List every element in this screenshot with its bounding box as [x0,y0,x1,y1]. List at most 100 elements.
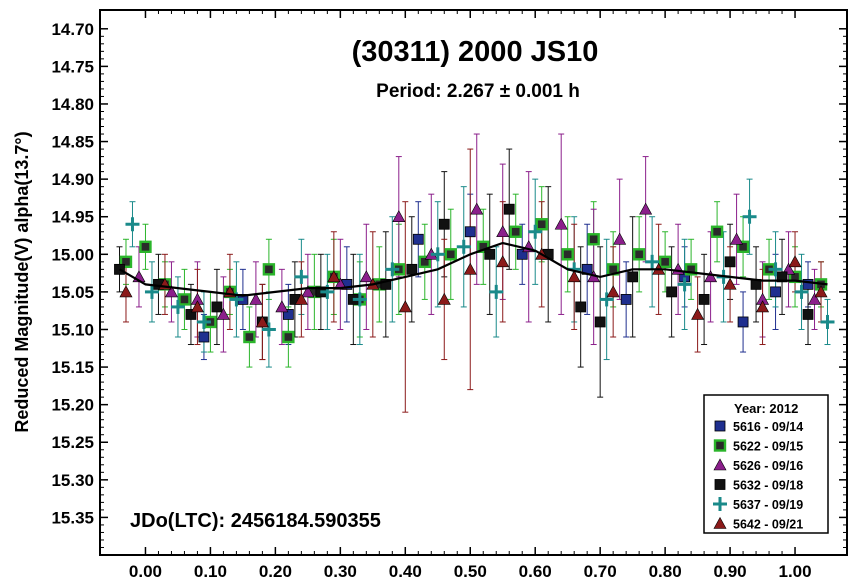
y-tick-label: 15.35 [51,508,94,527]
data-point [211,301,223,313]
data-point [418,255,431,269]
y-axis-label: Reduced Magnitude(V) alpha(13.7°) [12,131,32,432]
data-point [770,286,781,298]
data-point [567,270,581,283]
data-point [119,285,133,298]
data-point [820,314,835,329]
data-point [456,239,471,254]
data-point [516,248,528,260]
y-tick-label: 14.70 [51,20,94,39]
legend-marker [713,516,727,529]
data-point [691,307,705,320]
y-tick-label: 14.80 [51,95,94,114]
data-point [606,285,620,298]
legend-entry: 5637 - 09/19 [713,497,803,512]
x-tick-label: 0.60 [519,562,552,581]
data-point [489,284,504,299]
data-point [243,330,256,344]
data-point [788,255,802,268]
data-point [294,269,309,284]
x-tick-label: 0.50 [454,562,487,581]
y-tick-label: 15.05 [51,283,94,302]
data-point [477,240,490,253]
legend-label: 5632 - 09/18 [733,479,803,493]
data-point [444,248,457,261]
data-point [438,218,450,230]
data-point [198,331,210,343]
data-point [380,278,392,290]
data-point [216,307,230,320]
data-point [301,285,315,298]
y-tick-label: 14.95 [51,208,94,227]
chart-title: (30311) 2000 JS10 [352,36,599,68]
data-point [282,309,294,320]
x-tick-label: 0.10 [194,562,227,581]
y-tick-label: 15.15 [51,358,94,377]
legend-marker [713,497,727,511]
data-point [756,300,770,313]
x-tick-label: 1.00 [778,562,811,581]
data-point [730,232,744,245]
legend-entries: 5616 - 09/14 5622 - 09/15 5626 - 09/16 5632… [713,420,803,532]
legend-label: 5616 - 09/14 [733,420,803,434]
x-tick-label: 0.30 [324,562,357,581]
data-point [736,240,750,253]
data-point [737,316,749,328]
legend-label: 5642 - 09/21 [733,518,803,532]
data-point [509,225,522,238]
data-point [185,309,197,320]
y-tick-label: 15.20 [51,396,94,415]
data-point [599,292,614,307]
data-point [496,225,510,238]
data-point [613,232,627,245]
data-point [139,240,152,253]
data-point [776,271,788,283]
legend-entry: 5616 - 09/14 [714,420,803,434]
data-point [392,210,406,223]
data-point [814,285,828,298]
data-point [352,292,367,307]
data-point [768,262,783,277]
fourier-fit-line [118,241,828,297]
data-point [794,284,809,299]
data-point [627,271,639,283]
data-point [406,263,418,275]
data-point [802,278,814,290]
data-points [114,202,835,344]
x-tick-label: 0.00 [129,562,162,581]
data-point [484,248,496,260]
data-point [125,217,140,232]
fit-curve [118,241,828,297]
y-tick-label: 15.25 [51,433,94,452]
axis-ticks: 0.00 0.10 0.20 0.30 0.40 0.50 0.60 0.70 0.80 0.90… [51,10,847,581]
legend-marker [713,439,727,452]
data-point [684,263,698,276]
data-point [119,255,133,269]
data-point [802,309,814,320]
y-tick-label: 14.75 [51,57,94,76]
data-point [594,316,606,328]
data-point [294,292,308,305]
data-point [359,270,373,283]
legend-entry: 5622 - 09/15 [713,439,803,454]
data-point [742,209,757,224]
data-point [430,247,445,262]
data-point [620,294,632,305]
y-tick-label: 15.30 [51,471,94,490]
y-tick-label: 14.85 [51,133,94,152]
data-point [503,203,515,215]
data-point [282,330,295,344]
data-point [808,292,822,305]
data-point [144,284,159,299]
data-point [554,217,568,230]
legend-label: 5622 - 09/15 [733,440,803,454]
data-point [333,277,347,290]
data-point [575,301,587,313]
data-point [261,322,276,337]
legend-label: 5626 - 09/16 [733,459,803,473]
y-tick-label: 15.00 [51,245,94,264]
data-point [190,300,204,313]
data-point [645,254,660,269]
data-point [249,292,263,305]
